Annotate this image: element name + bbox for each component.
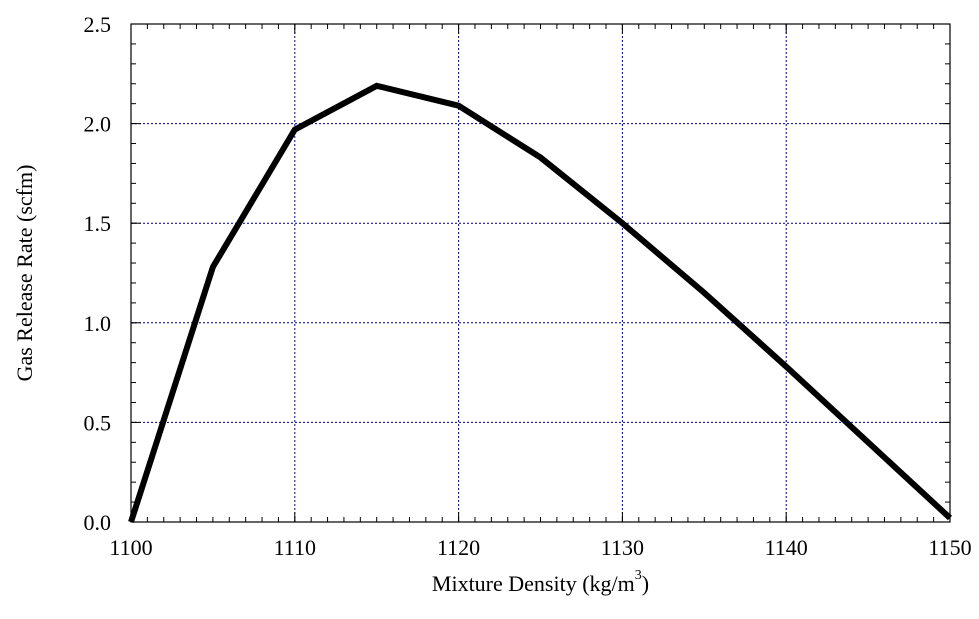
x-axis-title-close: ) — [642, 571, 649, 596]
grid-lines — [131, 24, 950, 522]
y-tick-label: 0.0 — [84, 510, 112, 535]
x-axis-title: Mixture Density (kg/m3) — [432, 568, 649, 596]
x-tick-label: 1150 — [928, 535, 971, 560]
y-tick-label: 1.0 — [84, 311, 112, 336]
x-axis-title-main: Mixture Density (kg/m — [432, 571, 635, 596]
x-tick-labels: 1100 1110 1120 1130 1140 1150 — [109, 535, 971, 560]
plot-frame — [130, 23, 951, 523]
y-tick-labels: 0.0 0.5 1.0 1.5 2.0 2.5 — [84, 12, 112, 535]
axis-ticks — [130, 23, 951, 523]
x-tick-label: 1120 — [437, 535, 480, 560]
y-tick-label: 0.5 — [84, 410, 112, 435]
x-tick-label: 1110 — [274, 535, 316, 560]
y-tick-label: 2.5 — [84, 12, 112, 37]
series-line — [128, 82, 953, 523]
x-tick-label: 1130 — [601, 535, 644, 560]
y-tick-label: 2.0 — [84, 112, 112, 137]
x-tick-label: 1140 — [765, 535, 808, 560]
x-tick-label: 1100 — [109, 535, 152, 560]
x-axis-title-superscript: 3 — [635, 568, 642, 583]
y-axis-title: Gas Release Rate (scfm) — [12, 165, 37, 382]
y-tick-label: 1.5 — [84, 211, 112, 236]
